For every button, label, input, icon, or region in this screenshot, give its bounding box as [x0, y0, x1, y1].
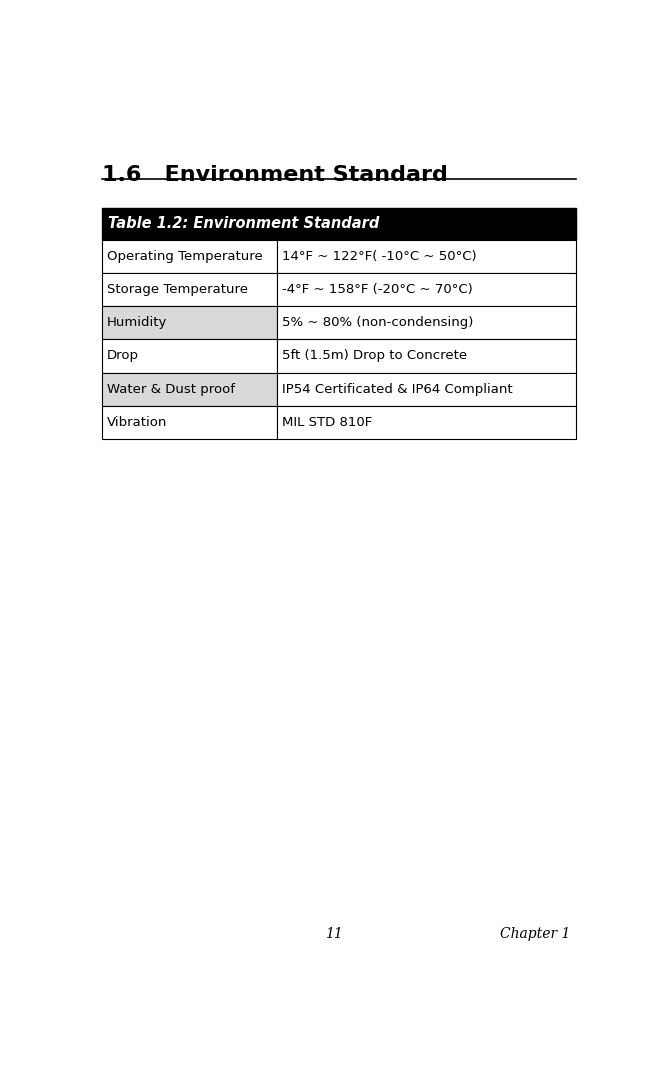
- Text: 1.6   Environment Standard: 1.6 Environment Standard: [102, 165, 447, 185]
- FancyBboxPatch shape: [102, 340, 277, 373]
- FancyBboxPatch shape: [102, 405, 277, 439]
- Text: Water & Dust proof: Water & Dust proof: [107, 383, 234, 396]
- Text: 11: 11: [325, 927, 342, 941]
- Text: Table 1.2: Environment Standard: Table 1.2: Environment Standard: [107, 217, 379, 232]
- FancyBboxPatch shape: [102, 373, 277, 405]
- FancyBboxPatch shape: [102, 273, 277, 306]
- FancyBboxPatch shape: [102, 208, 575, 239]
- Text: 14°F ~ 122°F( -10°C ~ 50°C): 14°F ~ 122°F( -10°C ~ 50°C): [282, 250, 477, 263]
- Text: IP54 Certificated & IP64 Compliant: IP54 Certificated & IP64 Compliant: [282, 383, 513, 396]
- FancyBboxPatch shape: [277, 306, 575, 340]
- Text: -4°F ~ 158°F (-20°C ~ 70°C): -4°F ~ 158°F (-20°C ~ 70°C): [282, 284, 473, 296]
- FancyBboxPatch shape: [102, 306, 277, 340]
- Text: Operating Temperature: Operating Temperature: [107, 250, 262, 263]
- FancyBboxPatch shape: [277, 340, 575, 373]
- FancyBboxPatch shape: [102, 239, 277, 273]
- Text: Storage Temperature: Storage Temperature: [107, 284, 247, 296]
- Text: MIL STD 810F: MIL STD 810F: [282, 416, 372, 429]
- Text: Humidity: Humidity: [107, 316, 167, 329]
- FancyBboxPatch shape: [277, 273, 575, 306]
- Text: Drop: Drop: [107, 349, 139, 362]
- FancyBboxPatch shape: [277, 239, 575, 273]
- Text: Chapter 1: Chapter 1: [501, 927, 571, 941]
- FancyBboxPatch shape: [277, 405, 575, 439]
- Text: 5ft (1.5m) Drop to Concrete: 5ft (1.5m) Drop to Concrete: [282, 349, 467, 362]
- Text: 5% ~ 80% (non-condensing): 5% ~ 80% (non-condensing): [282, 316, 473, 329]
- Text: Vibration: Vibration: [107, 416, 167, 429]
- FancyBboxPatch shape: [277, 373, 575, 405]
